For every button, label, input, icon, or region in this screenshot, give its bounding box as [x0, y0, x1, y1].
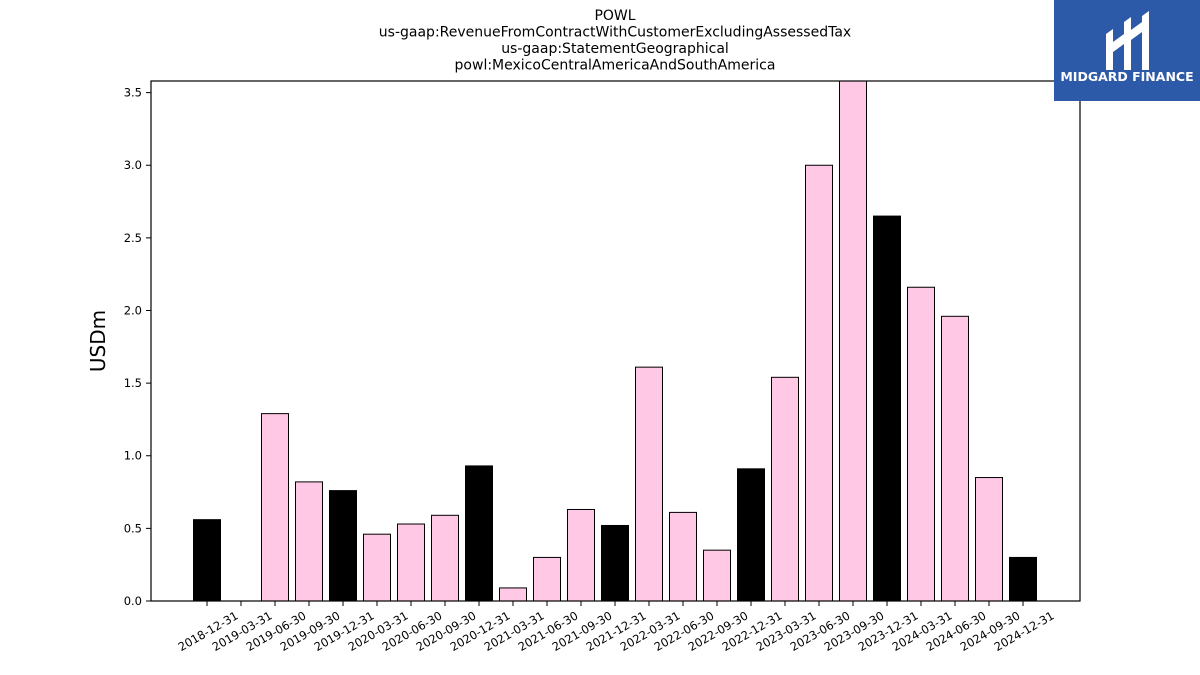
- y-tick-label: 1.0: [124, 449, 142, 463]
- bar-2021-09-30: [567, 508, 595, 602]
- y-axis: 0.0 0.5 1.0 1.5 2.0 2.5 3.0 3.5: [124, 86, 151, 608]
- bar-2023-09-30: [839, 80, 867, 602]
- bar-2024-06-30: [941, 315, 969, 602]
- bar-2024-12-31: [1009, 556, 1037, 602]
- bar-2022-09-30: [703, 549, 731, 602]
- logo-text: MIDGARD FINANCE: [1060, 69, 1194, 84]
- plot-frame: [150, 80, 1081, 602]
- bar-2020-06-30: [397, 523, 425, 602]
- title-line: us-gaap:StatementGeographical: [501, 41, 729, 57]
- y-tick-label: 3.0: [124, 158, 142, 172]
- title-line: us-gaap:RevenueFromContractWithCustomerE…: [379, 25, 851, 41]
- bar-2019-09-30: [295, 481, 323, 602]
- bar-2024-03-31: [907, 286, 935, 602]
- bar-2020-12-31: [465, 465, 493, 602]
- bar-2020-09-30: [431, 514, 459, 602]
- logo-mark-icon: [1106, 11, 1149, 70]
- bar-2022-03-31: [635, 366, 663, 602]
- y-tick-label: 0.0: [124, 594, 142, 608]
- y-tick-label: 0.5: [124, 521, 142, 535]
- title-line: POWL: [594, 8, 635, 24]
- bar-2021-12-31: [601, 524, 629, 602]
- bar-2022-12-31: [737, 468, 765, 602]
- midgard-finance-logo: MIDGARD FINANCE: [1054, 0, 1200, 101]
- bar-2021-03-31: [499, 587, 527, 602]
- y-tick-label: 3.5: [124, 86, 142, 100]
- bar-2019-12-31: [329, 490, 357, 602]
- bar-2023-12-31: [873, 215, 901, 602]
- bar-2022-06-30: [669, 511, 697, 602]
- y-axis-label: USDm: [86, 310, 110, 372]
- bar-2021-06-30: [533, 556, 561, 602]
- bar-2018-12-31: [193, 519, 221, 602]
- y-tick-label: 2.5: [124, 231, 142, 245]
- bar-2024-09-30: [975, 477, 1003, 602]
- y-tick-label: 1.5: [124, 376, 142, 390]
- bar-2020-03-31: [363, 533, 391, 602]
- bar-2019-06-30: [261, 413, 289, 602]
- bar-2023-06-30: [805, 164, 833, 602]
- title-line: powl:MexicoCentralAmericaAndSouthAmerica: [455, 58, 776, 74]
- y-tick-label: 2.0: [124, 303, 142, 317]
- bars-group: [193, 80, 1037, 602]
- chart-title: POWLus-gaap:RevenueFromContractWithCusto…: [379, 8, 851, 74]
- x-axis: 2018-12-312019-03-312019-06-302019-09-30…: [176, 601, 1057, 654]
- bar-2023-03-31: [771, 376, 799, 602]
